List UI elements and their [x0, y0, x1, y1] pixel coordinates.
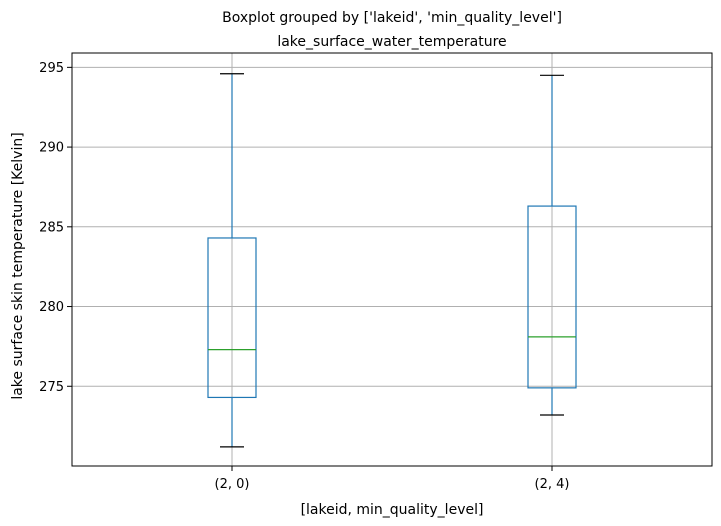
plot-frame — [71, 52, 713, 467]
box-iqr — [207, 237, 257, 399]
y-tick-label: 280 — [39, 300, 64, 315]
y-tick-label: 290 — [39, 141, 64, 156]
x-axis-label: [lakeid, min_quality_level] — [301, 502, 484, 518]
y-axis-label: lake surface skin temperature [Kelvin] — [10, 132, 26, 399]
x-tick-label: (2, 4) — [535, 477, 570, 492]
y-tick-label: 275 — [39, 380, 64, 395]
box-iqr — [527, 205, 577, 389]
x-tick-label: (2, 0) — [215, 477, 250, 492]
chart-title: lake_surface_water_temperature — [277, 34, 506, 50]
y-axis-ticks: 275 280 285 290 295 — [39, 61, 72, 395]
chart-suptitle: Boxplot grouped by ['lakeid', 'min_quali… — [222, 10, 562, 26]
boxes — [207, 73, 577, 448]
x-axis-ticks: (2, 0) (2, 4) — [215, 466, 570, 492]
y-tick-label: 295 — [39, 61, 64, 76]
y-tick-label: 285 — [39, 220, 64, 235]
